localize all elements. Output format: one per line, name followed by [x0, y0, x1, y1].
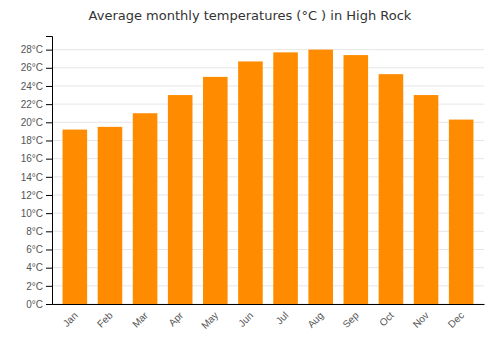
y-tick-mark — [46, 195, 52, 196]
y-tick-mark — [46, 86, 52, 87]
x-tick: May — [199, 310, 220, 331]
x-tick-label: Mar — [130, 309, 150, 329]
y-tick-mark — [46, 104, 52, 105]
x-tick-label: Jan — [61, 310, 80, 329]
y-tick: 6°C — [26, 244, 52, 255]
x-tick: Feb — [95, 309, 115, 329]
x-tick: Oct — [377, 310, 396, 329]
title: Average monthly temperatures (°C ) in Hi… — [89, 8, 412, 23]
x-tick-label: Dec — [446, 310, 466, 330]
y-tick-label: 20°C — [21, 117, 43, 128]
y-tick-mark — [46, 140, 52, 141]
x-tick: Jun — [236, 310, 255, 329]
bar — [344, 55, 369, 304]
y-tick-label: 16°C — [21, 153, 43, 164]
bar — [203, 77, 228, 304]
y-tick-mark — [46, 249, 52, 250]
y-tick-mark — [46, 122, 52, 123]
y-tick: 26°C — [21, 62, 52, 73]
y-tick-mark — [46, 268, 52, 269]
y-tick: 22°C — [21, 99, 52, 110]
y-tick: 0°C — [26, 299, 52, 310]
bars — [63, 50, 474, 304]
x-axis-line — [53, 304, 485, 305]
y-tick: 24°C — [21, 81, 52, 92]
x-axis: Jan Feb Mar Apr May Jun Jul Aug Sep Oct Nov Dec — [53, 305, 485, 331]
y-tick-label: 28°C — [21, 44, 43, 55]
y-tick-label: 18°C — [21, 135, 43, 146]
y-tick-label: 6°C — [26, 244, 43, 255]
x-tick-label: Sep — [340, 309, 361, 330]
y-tick: 12°C — [21, 190, 52, 201]
y-tick-label: 2°C — [26, 281, 43, 292]
grid-line — [52, 67, 484, 68]
y-tick-mark — [46, 231, 52, 232]
x-tick-label: Feb — [95, 309, 115, 329]
bar — [273, 52, 298, 304]
y-tick-mark — [46, 68, 52, 69]
x-tick-label: Oct — [377, 310, 396, 329]
y-tick: 18°C — [21, 135, 52, 146]
bar — [379, 74, 404, 304]
y-tick: 20°C — [21, 117, 52, 128]
x-tick: Mar — [130, 309, 150, 329]
y-tick-mark — [46, 50, 52, 51]
y-tick: 8°C — [26, 226, 52, 237]
grid — [52, 50, 484, 304]
x-tick-label: Jul — [274, 310, 291, 327]
y-tick-label: 12°C — [21, 190, 43, 201]
x-tick: Jan — [61, 310, 80, 329]
y-tick-mark — [46, 286, 52, 287]
y-tick-label: 8°C — [26, 226, 43, 237]
y-tick-label: 10°C — [21, 208, 43, 219]
y-tick: 14°C — [21, 172, 52, 183]
x-tick-label: Jun — [236, 310, 255, 329]
x-tick: Apr — [166, 309, 185, 328]
bar — [414, 95, 439, 304]
chart: Jan Feb Mar Apr May Jun Jul Aug Sep Oct Nov Dec 0°C 2… — [0, 0, 500, 350]
bar — [168, 95, 193, 304]
x-tick: Jul — [274, 310, 291, 327]
x-tick-label: Apr — [166, 309, 185, 328]
y-tick: 4°C — [26, 262, 52, 273]
y-tick: 28°C — [21, 44, 52, 55]
y-tick: 10°C — [21, 208, 52, 219]
x-tick-label: Aug — [305, 310, 325, 330]
y-tick-mark — [46, 213, 52, 214]
y-axis-line — [46, 37, 53, 305]
bar — [63, 130, 88, 304]
grid-line — [52, 49, 484, 50]
bar — [238, 61, 263, 304]
y-tick-mark — [46, 177, 52, 178]
y-tick-label: 4°C — [26, 262, 43, 273]
y-tick-label: 14°C — [21, 172, 43, 183]
y-tick-label: 22°C — [21, 99, 43, 110]
bar — [133, 113, 158, 304]
y-tick-label: 24°C — [21, 81, 43, 92]
bar — [449, 120, 474, 304]
bar — [308, 50, 333, 304]
y-tick-label: 0°C — [26, 299, 43, 310]
x-tick: Aug — [305, 310, 325, 330]
x-tick-label: May — [199, 310, 220, 331]
bar — [98, 127, 123, 304]
x-tick-label: Nov — [411, 310, 431, 330]
y-tick-label: 26°C — [21, 62, 43, 73]
y-tick-mark — [46, 159, 52, 160]
grid-line — [52, 85, 484, 86]
x-tick: Sep — [340, 309, 361, 330]
y-tick: 2°C — [26, 281, 52, 292]
x-tick: Dec — [446, 310, 466, 330]
y-tick: 16°C — [21, 153, 52, 164]
y-axis: 0°C 2°C 4°C 6°C 8°C 10°C 12°C 14°C 16°C 18°C 20°C 2… — [21, 37, 53, 310]
x-tick: Nov — [411, 310, 431, 330]
y-tick-mark — [46, 304, 52, 305]
